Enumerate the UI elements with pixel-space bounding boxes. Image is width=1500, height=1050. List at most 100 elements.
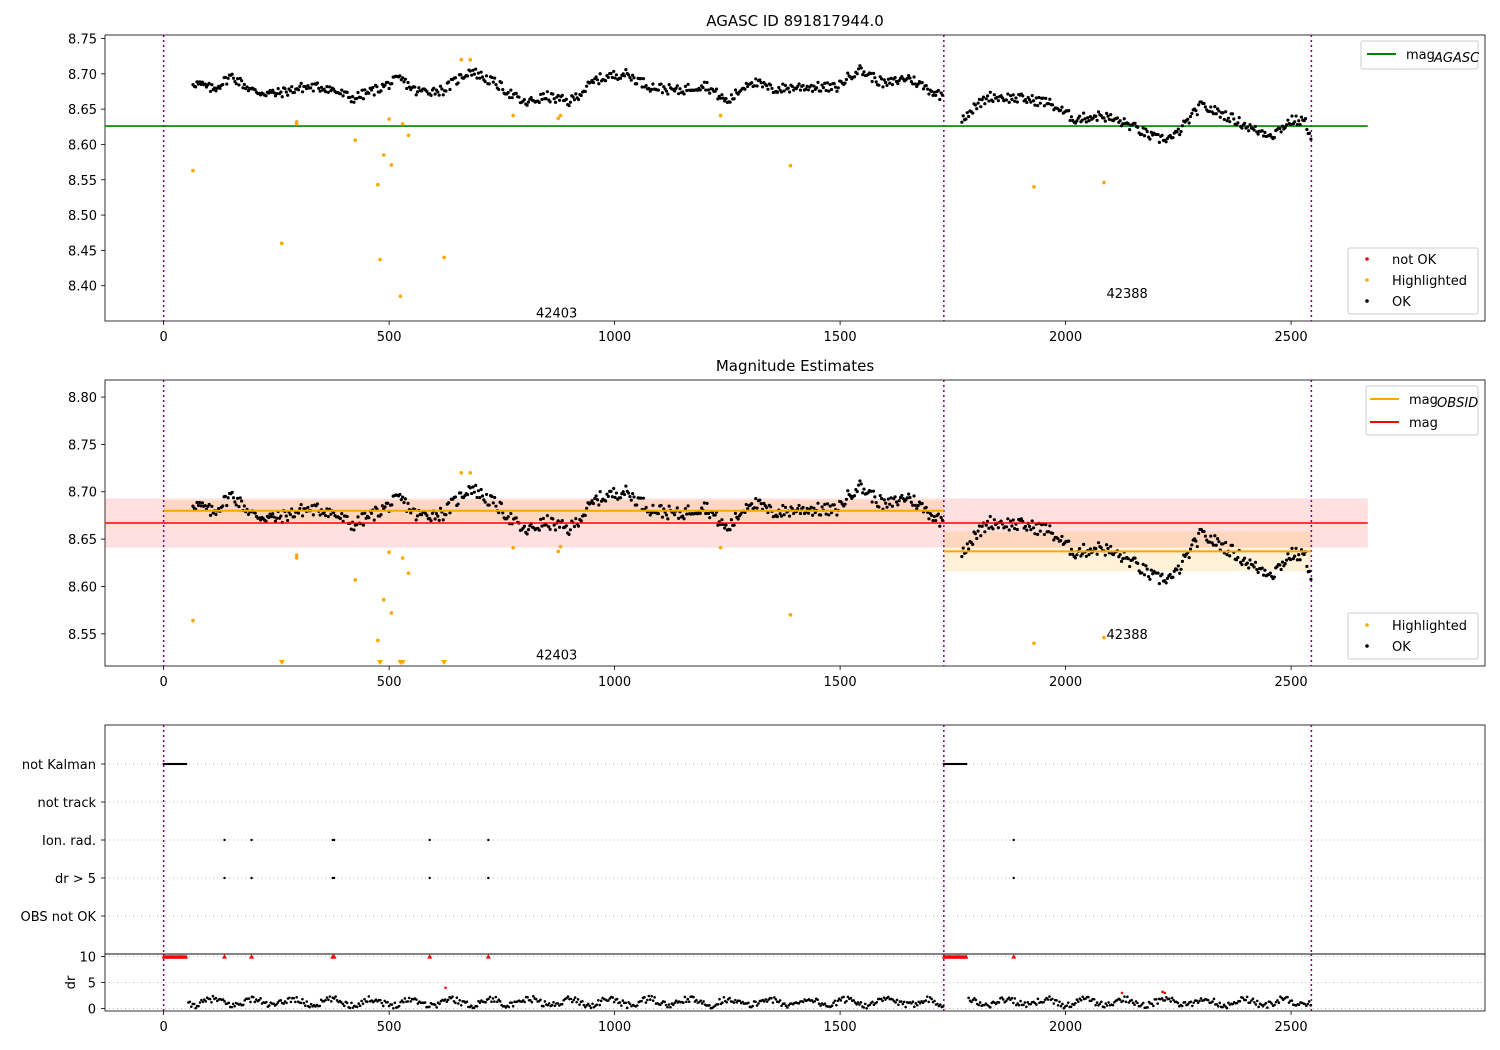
flag-point <box>487 876 490 880</box>
panel-1-ok-point <box>900 75 904 79</box>
panel-1-ok-point <box>843 81 847 85</box>
panel-1-ok-point <box>1280 124 1285 128</box>
panel-2-ok-point <box>682 517 686 521</box>
panel-2-ok-point <box>649 511 654 515</box>
panel-1-ok-point <box>1033 103 1037 107</box>
panel-2-ok-point <box>1109 544 1113 549</box>
panel-1-ok-point <box>1237 116 1241 120</box>
panel-2-ok-point <box>356 515 360 519</box>
panel-2-ok-point <box>1209 534 1213 538</box>
panel-1-ok-point <box>664 89 669 93</box>
dr-point <box>1257 1005 1260 1009</box>
dr-point <box>911 1000 915 1004</box>
dr-point <box>304 1004 307 1008</box>
panel-1-ok-point <box>226 76 230 80</box>
panel-2-ok-point <box>383 505 387 509</box>
panel-1-ok-point <box>501 88 505 92</box>
dr-point <box>334 995 337 998</box>
flag-row-label: OBS not OK <box>21 910 97 925</box>
dr-ytick-label: 10 <box>79 951 96 966</box>
flag-row-label: dr > 5 <box>55 872 96 887</box>
panel-1-ok-point <box>825 81 830 85</box>
panel-2-ok-point <box>1195 544 1199 549</box>
dr-point <box>572 998 576 1002</box>
dr-clipped-marker <box>485 954 491 959</box>
panel-2-ok-point <box>1188 547 1193 551</box>
panel-1-ok-point <box>487 82 491 86</box>
dr-point <box>366 1000 369 1003</box>
panel-2-ok-point <box>1278 563 1282 567</box>
panel-2-ok-point <box>856 483 861 487</box>
dr-point <box>586 1002 590 1006</box>
dr-point <box>1105 1004 1109 1007</box>
dr-axis-label: dr <box>64 975 79 989</box>
panel-1-ok-point <box>453 76 458 80</box>
panel-1-ok-point <box>704 88 708 92</box>
panel-1-ok-point <box>552 97 556 101</box>
panel-1-ok-point <box>888 81 892 85</box>
panel-2-ok-point <box>846 489 850 493</box>
dr-point <box>547 1002 551 1005</box>
panel-2-ok-point <box>237 505 241 509</box>
panel-2-ok-point <box>361 523 366 527</box>
panel-1-ok-point <box>375 85 379 89</box>
panel-2-ok-point <box>1176 564 1180 568</box>
panel-1-ok-point <box>723 99 727 103</box>
panel-1-ok-point <box>835 89 839 93</box>
panel-2-xtick-label: 2500 <box>1275 675 1308 690</box>
panel-1-ok-point <box>779 90 784 94</box>
dr-point <box>621 999 625 1002</box>
dr-point <box>363 997 366 1001</box>
panel-2-ok-point <box>341 519 345 523</box>
panel-2-ok-point <box>1187 556 1191 560</box>
panel-1-xtick-label: 2500 <box>1275 330 1308 345</box>
panel-2-ok-point <box>810 513 815 517</box>
panel-1-ytick-label: 8.50 <box>68 209 97 224</box>
panel-1-ok-point <box>1202 101 1206 106</box>
panel-1-ok-point <box>510 96 514 100</box>
panel-1-ytick-label: 8.70 <box>68 68 97 83</box>
panel-2-marker-legend <box>1347 612 1479 660</box>
panel-1-ok-point <box>315 81 320 85</box>
dr-point <box>1154 997 1158 1001</box>
dr-point <box>272 1002 275 1006</box>
panel-1-highlighted-point <box>398 294 403 299</box>
dr-point <box>569 997 573 1001</box>
dr-point <box>1036 997 1040 1001</box>
dr-point <box>233 1004 236 1008</box>
panel-1-ok-point <box>210 83 214 87</box>
panel-1-ok-point <box>855 72 859 76</box>
dr-point <box>685 1000 688 1004</box>
panel-1-highlighted-point <box>468 57 473 62</box>
panel-1-marker-legend <box>1347 247 1479 315</box>
legend-marker-swatch <box>1365 299 1369 303</box>
panel-2-ok-point <box>480 494 485 498</box>
dr-point <box>747 1001 750 1005</box>
panel-1-ok-point <box>387 86 391 91</box>
panel-2-ok-point <box>1211 543 1216 547</box>
panel-2-obsid-label: 42388 <box>1106 628 1147 643</box>
panel-1-ok-point <box>361 97 366 101</box>
panel-2-ok-point <box>629 498 633 502</box>
panel-2-ok-point <box>406 501 410 505</box>
panel-1-ok-point <box>626 73 631 77</box>
panel-1-ok-point <box>475 76 479 80</box>
legend-marker-swatch <box>1365 278 1369 282</box>
panel-2-ok-point <box>253 511 257 515</box>
panel-2-ok-point <box>372 518 376 522</box>
panel-1-ok-point <box>805 84 809 88</box>
panel-1-ok-point <box>732 97 736 101</box>
panel-1-ok-point <box>585 84 589 88</box>
dr-point <box>1146 1006 1149 1009</box>
dr-point <box>941 1005 945 1008</box>
panel-1-ok-point <box>733 88 738 92</box>
panel-2-ok-point <box>349 527 353 531</box>
panel-1-ok-point <box>890 83 895 87</box>
panel-2-ok-point <box>1121 557 1125 561</box>
panel-2-ok-point <box>1192 537 1197 541</box>
panel-2-ok-point <box>1256 570 1260 575</box>
dr-point <box>783 1002 786 1005</box>
panel-2-ok-point <box>576 524 581 528</box>
panel-1-highlighted-point <box>294 122 299 126</box>
dr-ytick-label: 5 <box>88 977 96 992</box>
